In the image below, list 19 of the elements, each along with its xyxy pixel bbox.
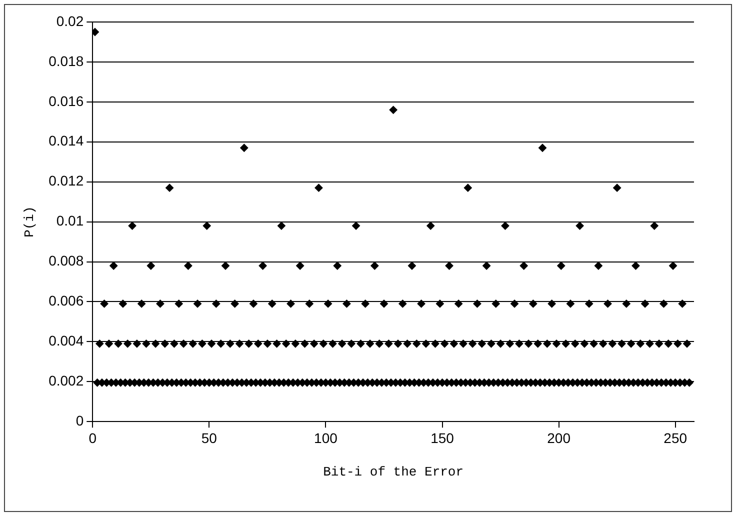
y-tick-label: 0.018	[48, 52, 84, 69]
y-tick-label: 0.012	[48, 172, 84, 189]
x-tick-label: 100	[314, 430, 338, 446]
y-axis-title: P(i)	[22, 206, 38, 238]
x-tick-label: 0	[88, 430, 97, 446]
y-tick-label: 0.002	[48, 372, 84, 388]
y-tick-label: 0.02	[56, 12, 84, 29]
y-tick-label: 0.006	[48, 292, 84, 309]
y-tick-label: 0.004	[48, 332, 84, 349]
y-tick-label: 0.008	[48, 252, 84, 269]
x-tick-label: 150	[430, 430, 454, 446]
y-tick-label: 0.01	[56, 212, 84, 229]
x-axis-title: Bit-i of the Error	[323, 464, 464, 480]
y-tick-label: 0.014	[48, 132, 84, 149]
x-tick-label: 250	[664, 430, 688, 446]
y-tick-label: 0	[76, 412, 84, 428]
x-tick-label: 50	[201, 430, 218, 446]
x-tick-label: 200	[547, 430, 571, 446]
y-tick-label: 0.016	[48, 92, 84, 109]
